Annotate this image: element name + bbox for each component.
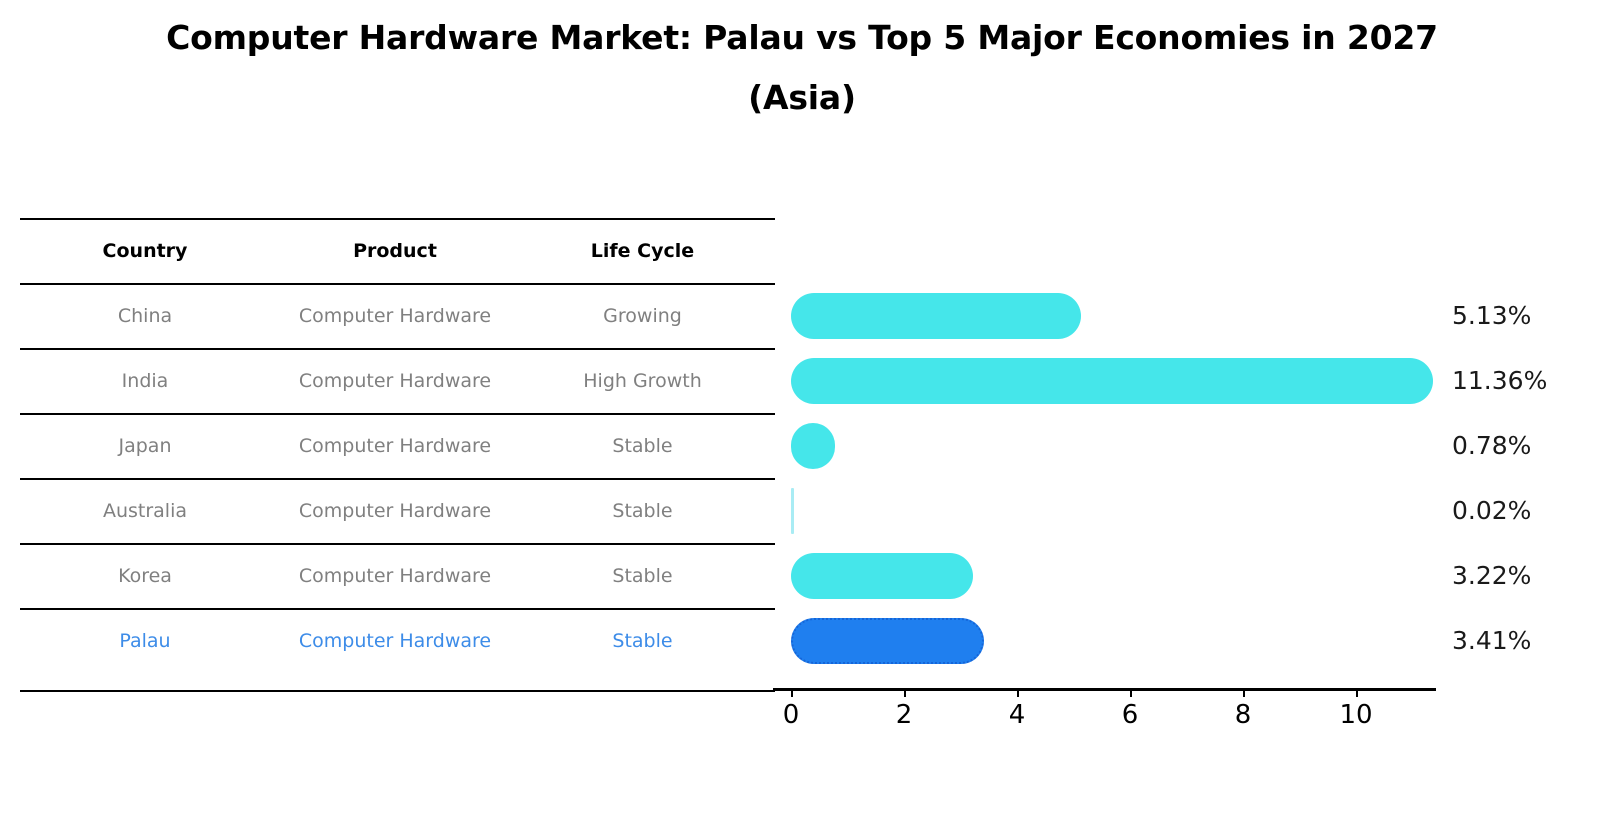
x-tick-label: 10 — [1339, 700, 1373, 730]
table-rule-2 — [20, 413, 775, 415]
bar-track: 3.22% — [791, 553, 1604, 599]
table-rule-5 — [20, 608, 775, 610]
bar-value-australia: 0.02% — [1452, 496, 1532, 525]
x-tick — [1130, 688, 1132, 697]
cell-life-cycle: Stable — [612, 564, 673, 587]
column-header-country: Country — [102, 239, 188, 262]
x-tick-label: 6 — [1121, 700, 1139, 730]
title-line-1: Computer Hardware Market: Palau vs Top 5… — [166, 18, 1438, 57]
table-rule-3 — [20, 478, 775, 480]
cell-product: Computer Hardware — [298, 434, 492, 457]
cell-life-cycle: Stable — [612, 499, 673, 522]
bar-track: 11.36% — [791, 358, 1604, 404]
cell-country: Palau — [119, 629, 171, 652]
bar-value-china: 5.13% — [1452, 301, 1532, 330]
bar-china — [791, 293, 1081, 339]
cell-product: Computer Hardware — [298, 304, 492, 327]
cell-product: Computer Hardware — [298, 499, 492, 522]
cell-life-cycle: Stable — [612, 629, 673, 652]
table-header-row: Country Product Life Cycle — [20, 218, 775, 283]
table-row: India Computer Hardware High Growth — [20, 348, 775, 413]
comparison-table: Country Product Life Cycle China Compute… — [20, 218, 775, 692]
cell-country: China — [117, 304, 173, 327]
cell-product: Computer Hardware — [298, 629, 492, 652]
cell-product: Computer Hardware — [298, 564, 492, 587]
x-tick-label: 8 — [1234, 700, 1252, 730]
x-tick — [904, 688, 906, 697]
table-row: China Computer Hardware Growing — [20, 283, 775, 348]
x-tick — [1243, 688, 1245, 697]
cell-country: India — [121, 369, 169, 392]
cell-life-cycle: Growing — [603, 304, 682, 327]
bar-track: 3.41% — [791, 618, 1604, 664]
bar-value-japan: 0.78% — [1452, 431, 1532, 460]
x-tick-label: 0 — [782, 700, 800, 730]
cell-country: Korea — [118, 564, 172, 587]
table-row-highlighted: Palau Computer Hardware Stable — [20, 608, 775, 673]
x-tick — [791, 688, 793, 697]
bar-track: 5.13% — [791, 293, 1604, 339]
x-tick-label: 4 — [1008, 700, 1026, 730]
bar-value-india: 11.36% — [1452, 366, 1548, 395]
bar-value-korea: 3.22% — [1452, 561, 1532, 590]
cell-product: Computer Hardware — [298, 369, 492, 392]
table-rule-top — [20, 218, 775, 220]
table-row: Japan Computer Hardware Stable — [20, 413, 775, 478]
x-tick — [1017, 688, 1019, 697]
bar-australia — [791, 488, 794, 534]
table-rule-4 — [20, 543, 775, 545]
bar-japan — [791, 423, 836, 469]
x-axis-line — [773, 688, 1436, 691]
bar-track: 0.02% — [791, 488, 1604, 534]
bar-india — [791, 358, 1433, 404]
cell-life-cycle: Stable — [612, 434, 673, 457]
cell-life-cycle: High Growth — [583, 369, 702, 392]
table-row: Australia Computer Hardware Stable — [20, 478, 775, 543]
cell-country: Australia — [102, 499, 188, 522]
table-rule-1 — [20, 348, 775, 350]
page-title: Computer Hardware Market: Palau vs Top 5… — [0, 8, 1604, 128]
bar-korea — [791, 553, 973, 599]
bar-track: 0.78% — [791, 423, 1604, 469]
column-header-product: Product — [353, 239, 437, 262]
table-rule-bottom — [20, 690, 775, 692]
x-tick — [1356, 688, 1358, 697]
bar-palau — [791, 618, 984, 664]
table-row: Korea Computer Hardware Stable — [20, 543, 775, 608]
table-rule-header — [20, 283, 775, 285]
column-header-life-cycle: Life Cycle — [590, 239, 695, 262]
title-line-2: (Asia) — [748, 78, 856, 117]
bar-value-palau: 3.41% — [1452, 626, 1532, 655]
x-tick-label: 2 — [895, 700, 913, 730]
cell-country: Japan — [118, 434, 172, 457]
